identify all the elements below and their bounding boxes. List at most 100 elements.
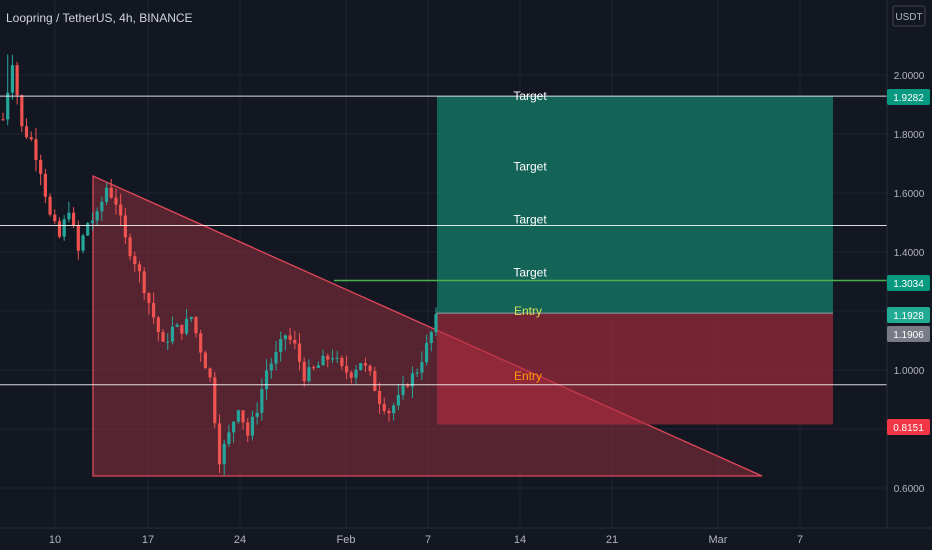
candle-body <box>71 212 76 226</box>
price-badge[interactable] <box>887 419 930 435</box>
price-tick-label: 1.8000 <box>894 130 925 141</box>
price-badge-label: 0.8151 <box>893 423 924 434</box>
candle-body <box>57 221 62 237</box>
candle-body <box>354 369 358 378</box>
time-tick-label: 21 <box>606 534 618 546</box>
candle-body <box>434 314 438 333</box>
candle-body <box>39 159 43 174</box>
candle-body <box>81 235 85 251</box>
price-tick-label: 1.4000 <box>894 248 925 259</box>
candle-body <box>312 367 316 369</box>
price-tick-label: 1.0000 <box>894 366 925 377</box>
candle-body <box>250 416 255 436</box>
price-tick-label: 1.6000 <box>894 189 925 200</box>
candle-body <box>189 316 193 319</box>
candle-body <box>349 372 353 378</box>
candle-body <box>128 237 132 257</box>
candle-body <box>377 390 382 404</box>
candle-body <box>406 385 410 387</box>
time-tick-label: 7 <box>425 534 431 546</box>
price-scale[interactable] <box>887 0 932 528</box>
candle-body <box>109 187 113 198</box>
price-badge[interactable] <box>887 307 930 323</box>
currency-unit-box[interactable] <box>892 5 926 27</box>
candle-body <box>119 204 123 216</box>
candlestick-series <box>1 54 438 476</box>
candle-body <box>401 385 405 395</box>
candle-body <box>152 302 156 318</box>
candle-body <box>232 421 236 433</box>
candle-body <box>269 363 273 371</box>
price-badge[interactable] <box>887 89 930 105</box>
time-tick-label: 10 <box>49 534 61 546</box>
price-badge[interactable] <box>887 275 930 291</box>
candle-body <box>236 410 240 422</box>
candle-body <box>53 214 57 222</box>
candle-body <box>420 362 424 373</box>
candle-body <box>123 215 127 238</box>
position-zones <box>92 96 833 477</box>
candle-body <box>199 333 203 353</box>
candle-body <box>307 367 311 382</box>
price-tick-label: 0.6000 <box>894 484 925 495</box>
candle-body <box>316 365 320 368</box>
entry-label: Entry <box>514 369 542 383</box>
candle-body <box>368 365 372 372</box>
candle-body <box>156 317 160 333</box>
candle-body <box>335 357 339 359</box>
candle-body <box>147 293 151 303</box>
candle-body <box>166 341 170 343</box>
candle-body <box>255 412 259 417</box>
candle-body <box>142 271 146 294</box>
candle-body <box>20 95 24 127</box>
price-badge-label: 1.3034 <box>893 279 924 290</box>
candle-body <box>241 410 245 423</box>
candle-body <box>321 355 325 366</box>
candle-body <box>76 225 80 251</box>
candle-body <box>133 256 137 265</box>
candle-body <box>48 196 52 215</box>
candle-body <box>344 366 349 373</box>
price-badge-label: 1.9282 <box>893 93 924 104</box>
candle-body <box>222 443 226 465</box>
candle-body <box>180 324 184 334</box>
candle-body <box>184 318 189 334</box>
candle-body <box>90 220 95 224</box>
target-label: Target <box>513 266 547 280</box>
candle-body <box>302 361 306 382</box>
candle-body <box>194 316 198 334</box>
candle-body <box>283 335 287 340</box>
loss-zone <box>437 313 833 425</box>
candle-body <box>95 211 99 221</box>
candle-body <box>6 92 10 120</box>
price-badges: 1.9282 1.3034 1.1928 1.1906 0.8151 <box>887 89 930 435</box>
candle-body <box>100 201 104 212</box>
candle-body <box>29 137 33 140</box>
horizontal-levels <box>0 95 887 386</box>
candle-body <box>1 119 5 121</box>
candle-body <box>293 339 297 344</box>
time-tick-label: Feb <box>337 534 356 546</box>
candle-body <box>429 332 433 343</box>
candle-body <box>161 332 165 342</box>
candle-body <box>114 197 118 205</box>
price-badge[interactable] <box>887 326 930 342</box>
candle-body <box>410 373 415 387</box>
target-label: Target <box>513 213 547 227</box>
candle-body <box>297 343 302 362</box>
candle-body <box>340 357 344 367</box>
zone-labels: Target Target Target Target Entry Entry <box>513 89 547 383</box>
candle-body <box>137 264 142 272</box>
candle-body <box>382 403 386 411</box>
candle-body <box>43 173 47 197</box>
candle-body <box>86 223 90 236</box>
candle-body <box>10 65 15 93</box>
time-scale[interactable] <box>0 528 932 550</box>
candle-body <box>415 372 419 374</box>
time-tick-label: 14 <box>514 534 526 546</box>
target-label: Target <box>513 159 547 173</box>
candle-body <box>288 335 292 340</box>
price-badge-label: 1.1906 <box>893 330 924 341</box>
time-tick-label: 17 <box>142 534 154 546</box>
